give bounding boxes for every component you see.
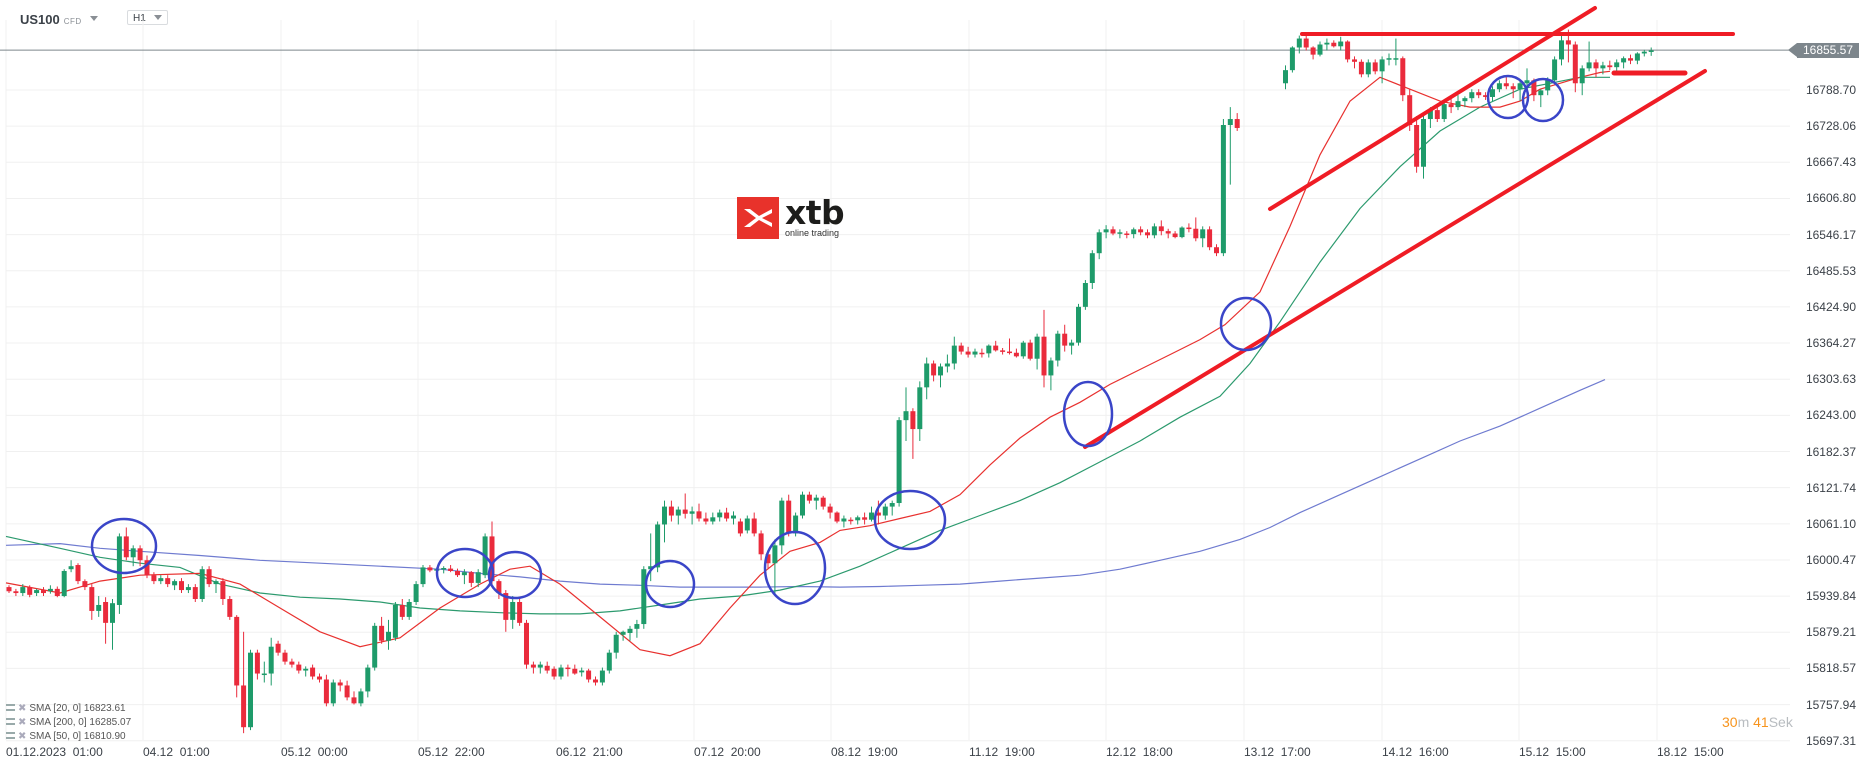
countdown-seconds-unit: Sek [1768, 714, 1793, 730]
price-tick: 16000.47 [1805, 552, 1856, 567]
price-tick: 16606.80 [1805, 191, 1856, 206]
time-tick: 06.12 21:00 [556, 745, 623, 759]
symbol-type: CFD [63, 17, 82, 26]
legend-label: SMA [20, 0] 16823.61 [29, 703, 126, 714]
chart-toolbar: US100 CFD H1 [0, 0, 1866, 36]
time-tick: 11.12 19:00 [969, 745, 1035, 759]
time-tick: 07.12 20:00 [694, 745, 761, 759]
highlight-circle [487, 550, 543, 600]
indicator-legend: ✖ SMA [20, 0] 16823.61 ✖ SMA [200, 0] 1628… [6, 702, 131, 744]
time-tick: 05.12 22:00 [418, 745, 485, 759]
xtb-logo-mark [737, 197, 779, 239]
legend-label: SMA [200, 0] 16285.07 [29, 717, 132, 728]
countdown-minutes: 30 [1722, 714, 1738, 730]
highlight-circle [435, 547, 495, 599]
current-price-badge: 16855.57 [1788, 43, 1859, 58]
sma20-line [5, 70, 1611, 657]
highlight-circle [763, 530, 827, 606]
time-tick: 13.12 17:00 [1244, 745, 1311, 759]
price-tick: 16546.17 [1805, 227, 1856, 242]
highlight-circle [873, 489, 947, 551]
price-tick: 16424.90 [1805, 299, 1856, 314]
candlesticks [6, 29, 1654, 734]
close-icon[interactable]: ✖ [18, 717, 27, 728]
sma200-line [5, 379, 1606, 588]
highlight-circle [644, 559, 696, 609]
price-tick: 16243.00 [1805, 408, 1856, 423]
close-icon[interactable]: ✖ [18, 703, 27, 714]
trendline [1083, 69, 1707, 449]
time-tick: 08.12 19:00 [831, 745, 898, 759]
price-tick: 16728.06 [1805, 119, 1856, 134]
trendline [1268, 6, 1597, 211]
price-tick: 16061.10 [1805, 516, 1856, 531]
legend-row-sma50: ✖ SMA [50, 0] 16810.90 [6, 730, 131, 744]
price-tick: 16667.43 [1805, 155, 1856, 170]
settings-icon[interactable] [6, 717, 15, 725]
chevron-down-icon [89, 16, 98, 22]
timeframe-select[interactable]: H1 [127, 10, 168, 25]
symbol-name: US100 [20, 12, 60, 27]
settings-icon[interactable] [6, 703, 15, 711]
time-tick: 01.12.2023 01:00 [6, 745, 103, 759]
time-tick: 12.12 18:00 [1106, 745, 1173, 759]
logo-subtitle: online trading [785, 228, 840, 238]
price-tick: 16485.53 [1805, 263, 1856, 278]
highlight-circle [1521, 77, 1565, 123]
sma-lines [5, 70, 1611, 657]
sma50-line [5, 76, 1610, 615]
highlight-circle [1062, 380, 1114, 448]
settings-icon[interactable] [6, 731, 15, 739]
price-tick: 15879.21 [1805, 625, 1856, 640]
xtb-x-icon [744, 209, 772, 227]
close-icon[interactable]: ✖ [18, 731, 27, 742]
time-tick: 14.12 16:00 [1382, 745, 1449, 759]
price-tick: 16303.63 [1805, 372, 1856, 387]
highlight-circle [1486, 74, 1530, 120]
price-tick: 15697.31 [1805, 733, 1856, 748]
highlight-circle [90, 517, 158, 575]
countdown-minutes-unit: m [1737, 714, 1750, 730]
time-tick: 04.12 01:00 [143, 745, 210, 759]
price-tick: 16121.74 [1805, 480, 1856, 495]
legend-label: SMA [50, 0] 16810.90 [29, 731, 126, 742]
price-tick: 15757.94 [1805, 697, 1856, 712]
timeframe-value: H1 [133, 13, 146, 24]
price-tick: 16788.70 [1805, 83, 1856, 97]
legend-row-sma200: ✖ SMA [200, 0] 16285.07 [6, 716, 131, 730]
countdown-seconds: 41 [1753, 714, 1769, 730]
annotations [90, 6, 1735, 609]
legend-row-sma20: ✖ SMA [20, 0] 16823.61 [6, 702, 131, 716]
logo-text: xtb [785, 193, 845, 232]
chevron-down-icon [154, 15, 162, 20]
time-tick: 05.12 00:00 [281, 745, 348, 759]
symbol-selector[interactable]: US100 CFD [20, 12, 98, 27]
time-tick: 15.12 15:00 [1519, 745, 1586, 759]
price-tick: 15939.84 [1805, 589, 1856, 604]
highlight-circle [1219, 296, 1273, 352]
price-tick: 15818.57 [1805, 661, 1856, 676]
candle-countdown: 30m 41Sek [1722, 714, 1793, 730]
time-tick: 18.12 15:00 [1657, 745, 1724, 759]
price-tick: 16182.37 [1805, 444, 1856, 459]
price-tick: 16364.27 [1805, 336, 1856, 351]
chart-grid [5, 20, 1790, 742]
xtb-logo: xtb online trading [737, 193, 849, 239]
